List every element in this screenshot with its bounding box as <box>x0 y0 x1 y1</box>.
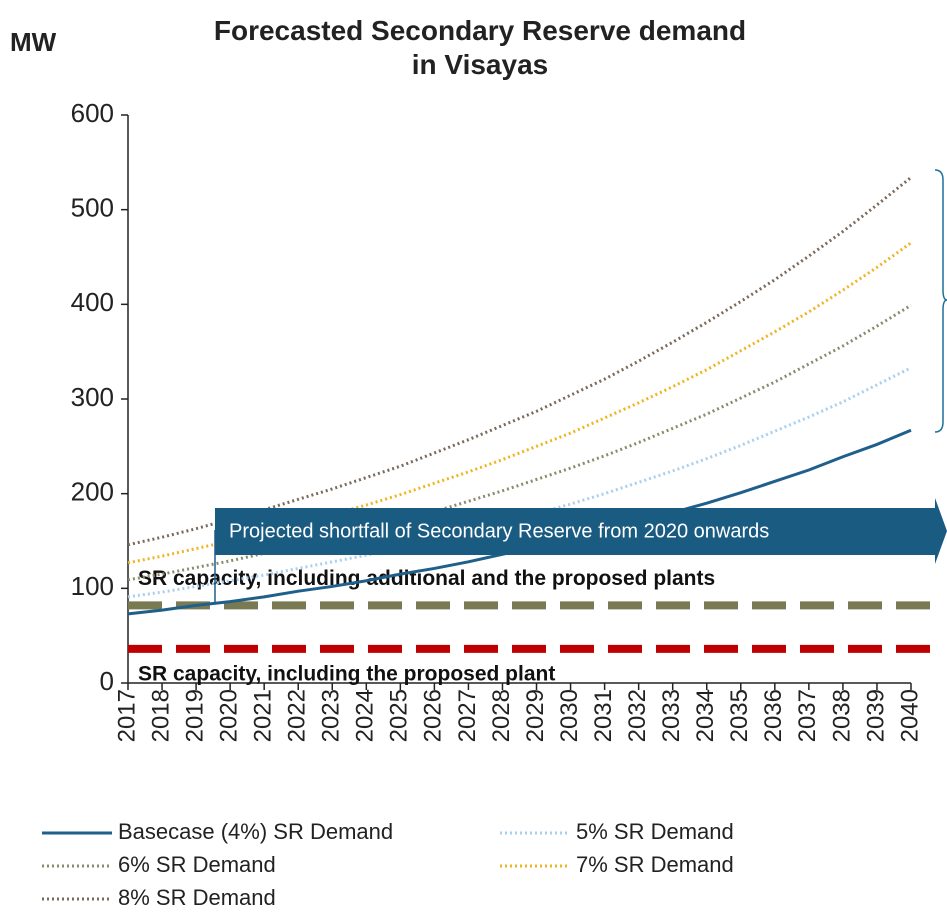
x-tick-label: 2034 <box>692 689 719 742</box>
x-tick-label: 2021 <box>250 689 277 742</box>
legend-label: Basecase (4%) SR Demand <box>118 819 393 844</box>
x-tick-label: 2024 <box>352 689 379 742</box>
annotation-arrow <box>215 498 947 564</box>
x-tick-label: 2017 <box>113 689 140 742</box>
legend-label: 6% SR Demand <box>118 852 276 877</box>
x-tick-label: 2023 <box>318 689 345 742</box>
x-tick-label: 2032 <box>624 689 651 742</box>
brace <box>934 169 947 433</box>
x-tick-label: 2036 <box>760 689 787 742</box>
y-axis-label: MW <box>10 27 57 57</box>
legend-label: 5% SR Demand <box>576 819 734 844</box>
chart-title: Forecasted Secondary Reserve demand in V… <box>213 15 747 80</box>
series-line <box>127 304 912 582</box>
y-tick-label: 400 <box>71 287 114 317</box>
x-tick-label: 2030 <box>556 689 583 742</box>
y-tick-label: 600 <box>71 98 114 128</box>
series-line <box>127 241 912 565</box>
x-tick-label: 2029 <box>522 689 549 742</box>
x-tick-label: 2020 <box>215 689 242 742</box>
x-tick-label: 2028 <box>488 689 515 742</box>
x-tick-label: 2027 <box>454 689 481 742</box>
x-tick-label: 2039 <box>862 689 889 742</box>
y-tick-label: 300 <box>71 382 114 412</box>
legend-label: 7% SR Demand <box>576 852 734 877</box>
x-tick-label: 2025 <box>386 689 413 742</box>
x-tick-label: 2038 <box>828 689 855 742</box>
series-line <box>127 366 912 599</box>
x-tick-label: 2035 <box>726 689 753 742</box>
legend-label: 8% SR Demand <box>118 885 276 910</box>
x-tick-label: 2018 <box>147 689 174 742</box>
x-tick-label: 2022 <box>284 689 311 742</box>
x-tick-label: 2040 <box>896 689 923 742</box>
x-tick-label: 2031 <box>590 689 617 742</box>
y-tick-label: 200 <box>71 477 114 507</box>
x-tick-label: 2026 <box>420 689 447 742</box>
x-tick-label: 2019 <box>181 689 208 742</box>
x-tick-label: 2033 <box>658 689 685 742</box>
y-tick-label: 0 <box>100 666 114 696</box>
x-tick-label: 2037 <box>794 689 821 742</box>
reference-label: SR capacity, including the proposed plan… <box>138 662 555 685</box>
y-tick-label: 500 <box>71 193 114 223</box>
annotation-text: Projected shortfall of Secondary Reserve… <box>229 520 769 542</box>
y-tick-label: 100 <box>71 571 114 601</box>
series-line <box>127 176 912 547</box>
